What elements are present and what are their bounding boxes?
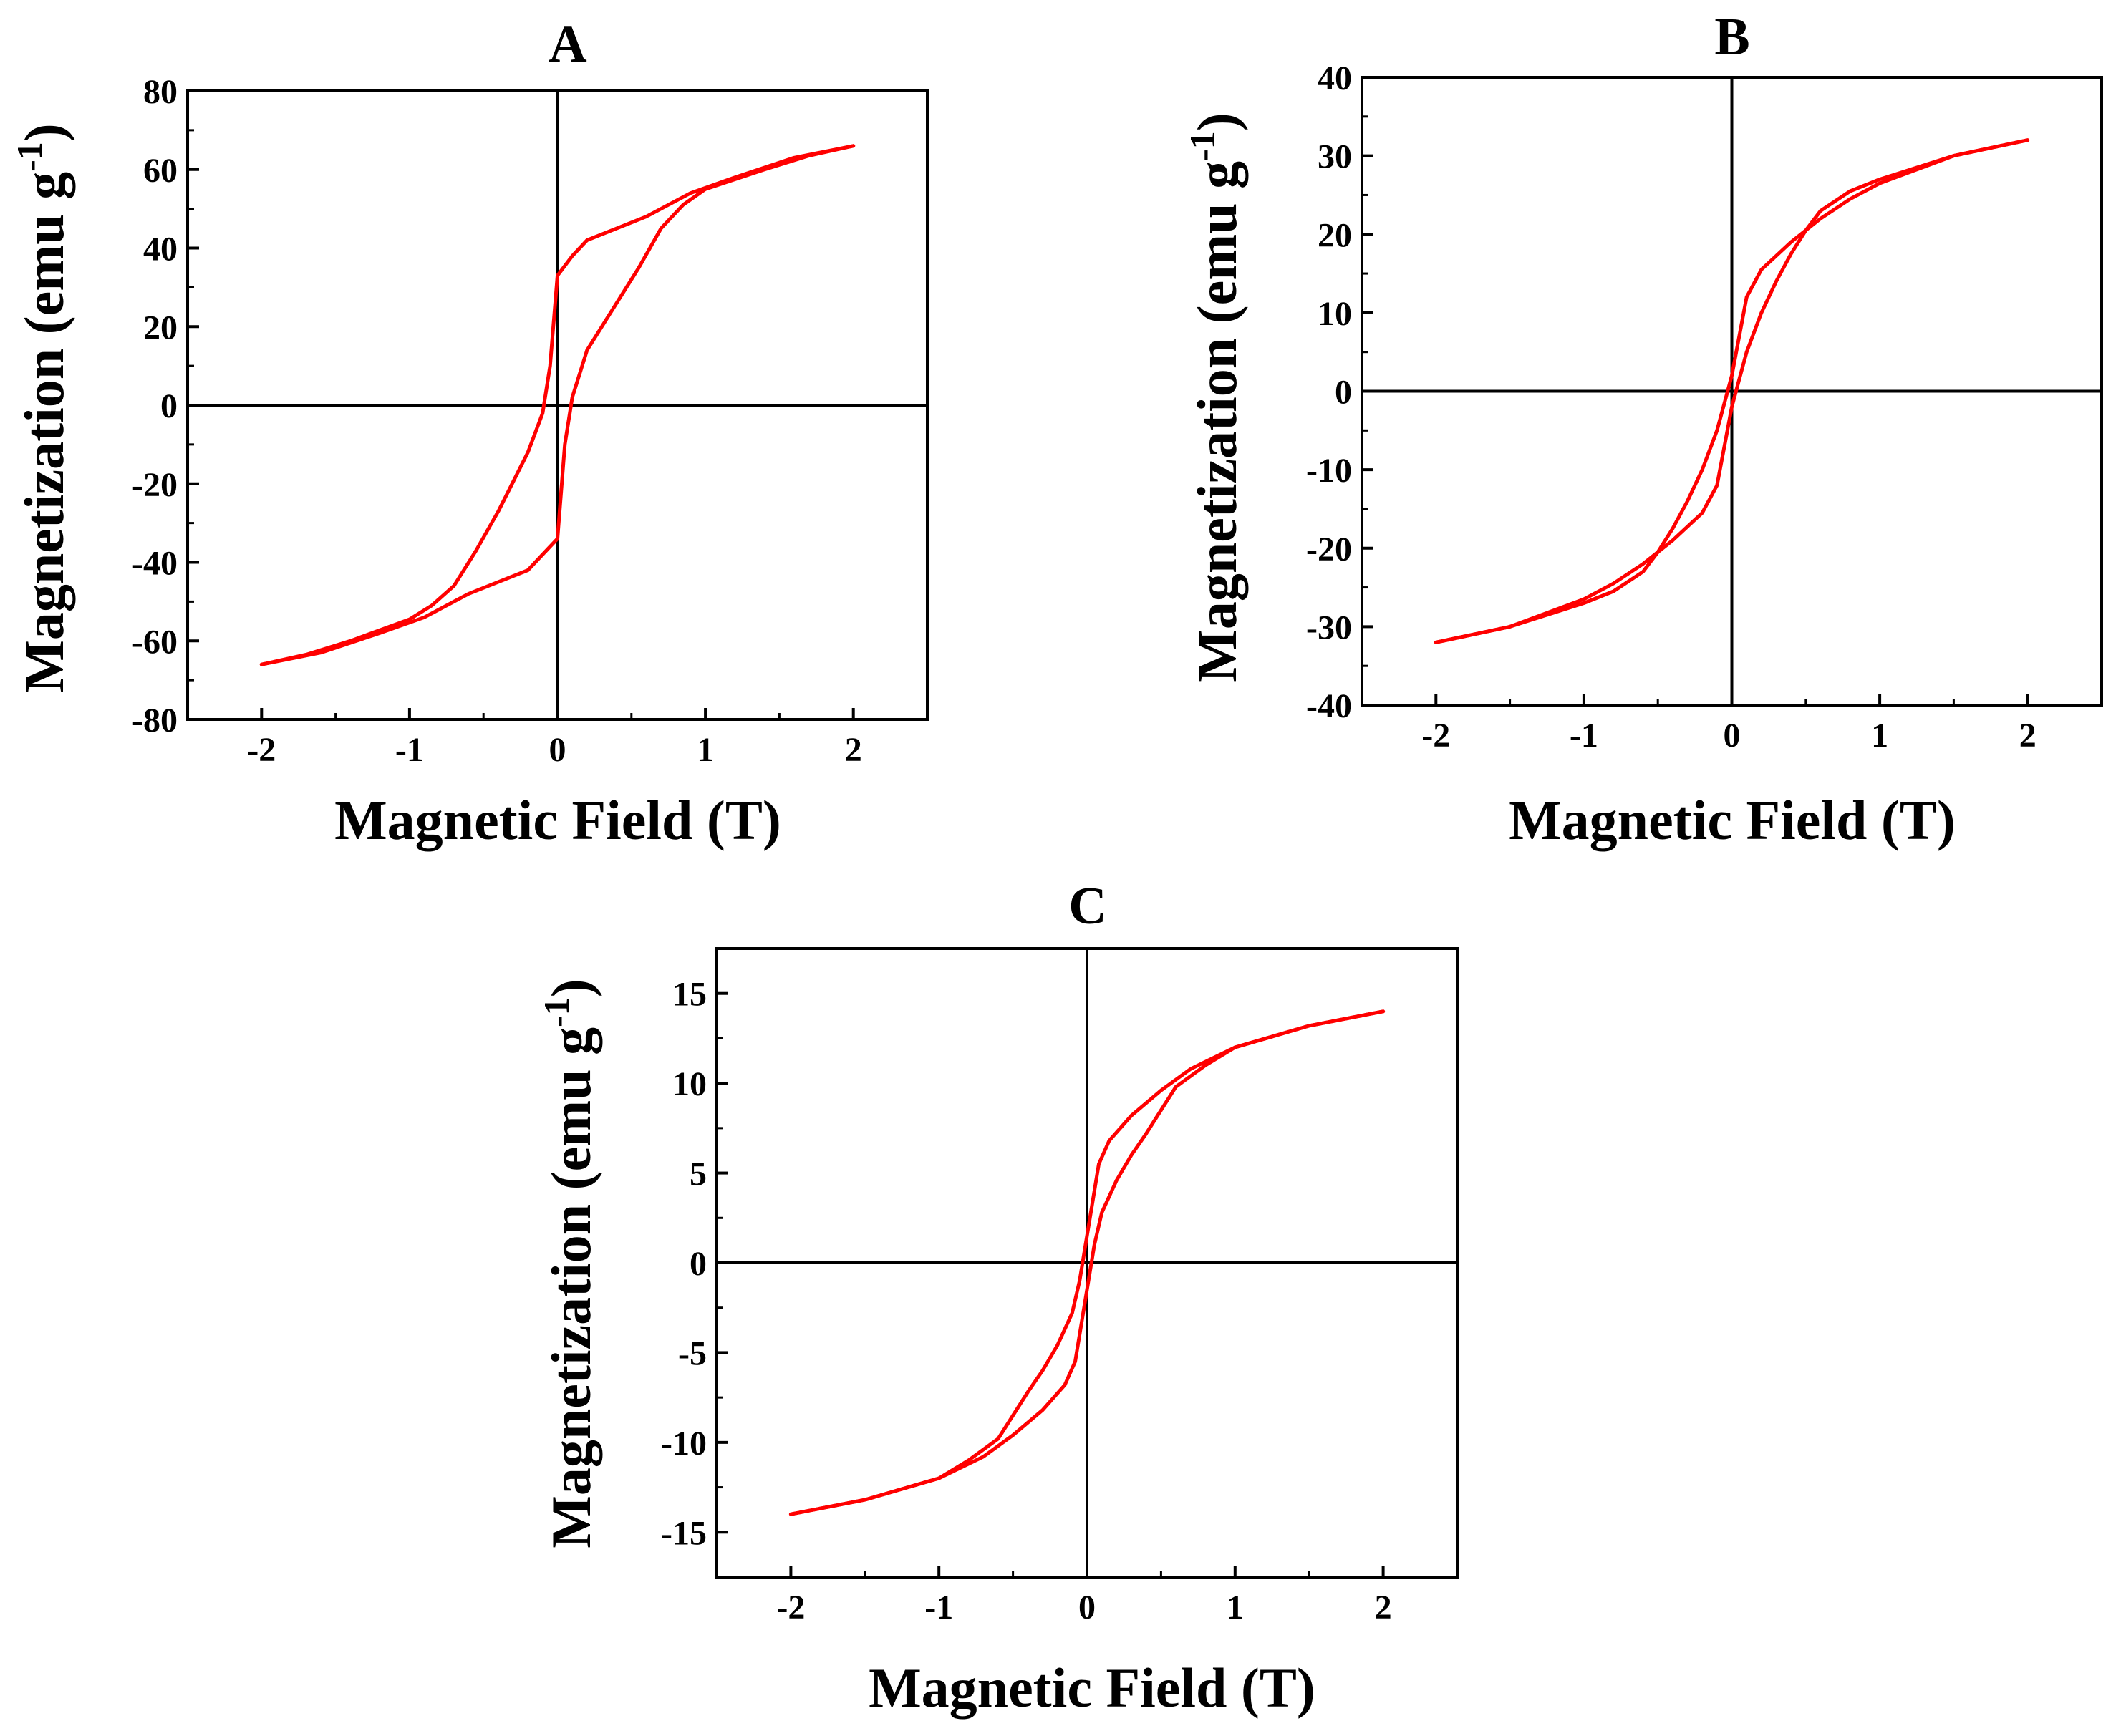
y-axis-title-close: )	[1186, 112, 1248, 131]
y-tick-label: 10	[672, 1065, 707, 1103]
x-tick-label: -1	[1570, 717, 1598, 755]
y-axis-title-main: Magnetization (emu g	[13, 172, 75, 693]
x-tick-label: 2	[845, 731, 862, 769]
x-tick-label: 1	[1227, 1589, 1244, 1626]
y-axis-title: Magnetization (emu g-1)	[536, 979, 602, 1548]
y-tick-label: -40	[132, 545, 178, 583]
y-axis-title-superscript: -1	[1182, 131, 1222, 161]
plot-frame	[1361, 76, 2103, 707]
y-axis-title: Magnetization (emu g-1)	[1182, 112, 1248, 682]
x-tick-label: 0	[1078, 1589, 1096, 1626]
x-tick-label: -2	[247, 731, 276, 769]
y-tick-label: 0	[690, 1245, 707, 1283]
y-axis-title: Magnetization (emu g-1)	[9, 123, 75, 693]
x-tick-label: 2	[2019, 717, 2037, 755]
zero-lines	[188, 91, 927, 719]
y-tick-label: 60	[143, 152, 178, 190]
x-tick-label: -2	[776, 1589, 805, 1626]
zero-lines	[1362, 77, 2102, 705]
y-axis-title-superscript: -1	[536, 997, 576, 1027]
series-line-ascending	[788, 1009, 1386, 1516]
y-tick-label: 5	[690, 1155, 707, 1193]
y-tick-label: -20	[132, 466, 178, 504]
y-tick-label: -80	[132, 702, 178, 740]
x-tick-label: -1	[924, 1589, 953, 1626]
y-tick-label: 15	[672, 976, 707, 1014]
tick-labels: -2 -1 0 1 2 -80 -60 -40 -20 0 20 40 60 80	[132, 73, 862, 769]
plot-frame	[715, 947, 1459, 1579]
y-tick-label: 20	[1318, 216, 1352, 254]
y-tick-label: -30	[1306, 608, 1352, 646]
chart-panel-b: B Magnetization (emu g-1) Magnetic Field…	[1182, 8, 2103, 851]
series-line-ascending	[259, 144, 856, 666]
y-tick-label: 0	[1335, 374, 1352, 412]
series-line-ascending	[1434, 138, 2030, 644]
y-tick-label: -15	[661, 1514, 707, 1552]
panel-title: A	[549, 15, 586, 74]
hysteresis-curves	[788, 1009, 1386, 1516]
y-axis-title-text: Magnetization (emu g-1)	[1182, 112, 1248, 682]
y-tick-label: -60	[132, 623, 178, 661]
y-tick-label: 80	[143, 73, 178, 111]
x-tick-label: 0	[1724, 717, 1741, 755]
hysteresis-curves	[259, 144, 856, 666]
x-axis-title: Magnetic Field (T)	[334, 789, 781, 851]
y-tick-label: -5	[678, 1334, 707, 1372]
chart-panel-a: A Magnetization (emu g-1) Magnetic Field…	[9, 15, 929, 851]
y-axis-title-text: Magnetization (emu g-1)	[9, 123, 75, 693]
y-tick-label: 10	[1318, 295, 1352, 333]
x-tick-label: 1	[1871, 717, 1888, 755]
y-axis-title-text: Magnetization (emu g-1)	[536, 979, 602, 1548]
zero-lines	[717, 949, 1457, 1577]
y-tick-label: 0	[160, 387, 178, 425]
x-tick-label: 1	[697, 731, 714, 769]
x-tick-label: 0	[549, 731, 566, 769]
x-axis-title: Magnetic Field (T)	[1509, 789, 1956, 851]
y-tick-label: 30	[1318, 138, 1352, 176]
hysteresis-curves	[1434, 138, 2030, 644]
y-tick-label: -10	[661, 1425, 707, 1463]
y-tick-label: -10	[1306, 452, 1352, 490]
series-line-descending	[1434, 138, 2030, 644]
plot-frame	[186, 89, 929, 721]
chart-panel-c: C Magnetization (emu g-1) Magnetic Field…	[536, 877, 1459, 1719]
y-axis-title-main: Magnetization (emu g	[1186, 161, 1248, 682]
y-tick-label: -40	[1306, 687, 1352, 725]
panel-title: B	[1714, 8, 1749, 67]
x-axis-title: Magnetic Field (T)	[869, 1657, 1315, 1719]
y-tick-label: -20	[1306, 530, 1352, 568]
y-tick-label: 40	[143, 231, 178, 268]
y-tick-label: 40	[1318, 59, 1352, 97]
x-tick-label: -1	[395, 731, 424, 769]
x-tick-label: 2	[1375, 1589, 1392, 1626]
y-axis-title-close: )	[540, 979, 602, 997]
series-line-descending	[788, 1009, 1386, 1516]
panel-title: C	[1068, 877, 1106, 936]
y-axis-title-close: )	[13, 123, 75, 142]
x-tick-label: -2	[1421, 717, 1450, 755]
series-line-descending	[259, 144, 856, 666]
y-axis-title-superscript: -1	[9, 142, 49, 172]
y-tick-label: 20	[143, 309, 178, 346]
y-axis-title-main: Magnetization (emu g	[540, 1027, 602, 1548]
